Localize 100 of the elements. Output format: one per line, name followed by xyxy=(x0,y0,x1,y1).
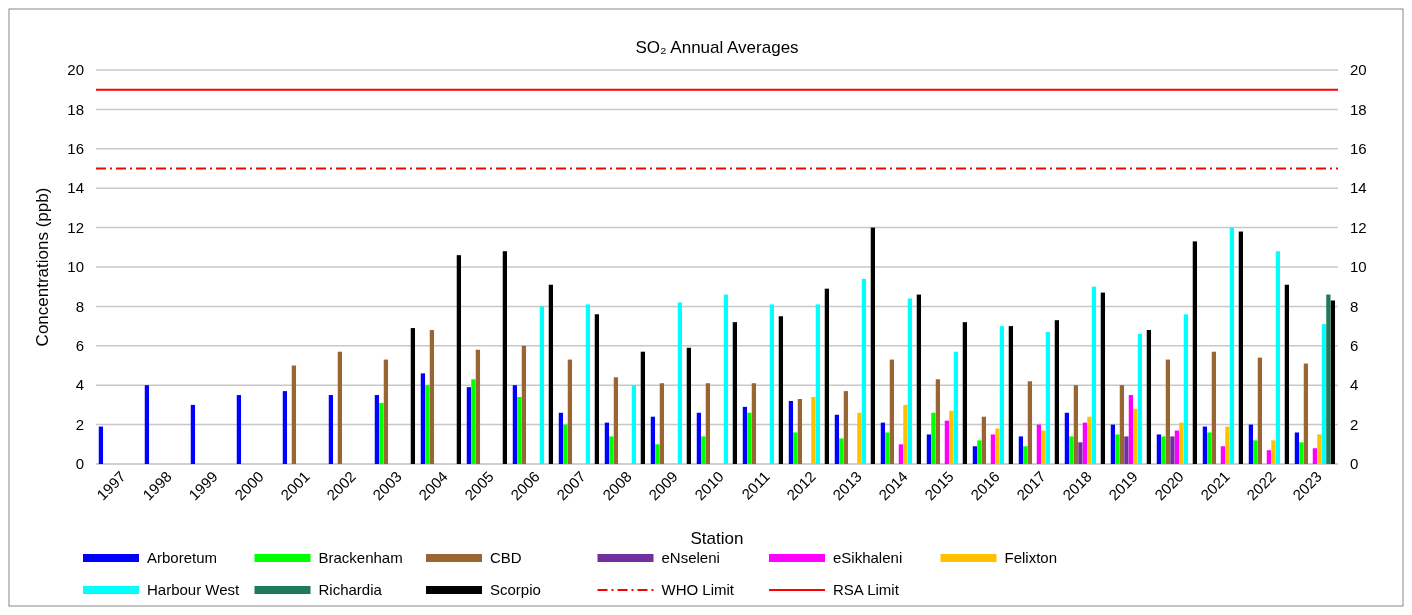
bar xyxy=(705,383,711,464)
y2-tick-label: 10 xyxy=(1350,258,1367,276)
bar xyxy=(585,304,591,464)
bar xyxy=(410,328,416,464)
bar xyxy=(701,436,706,464)
bar xyxy=(999,326,1005,464)
legend-label: Felixton xyxy=(1004,549,1058,567)
bar xyxy=(751,383,757,464)
bar xyxy=(328,395,334,464)
bar xyxy=(1091,286,1097,464)
bar xyxy=(291,365,297,464)
bar xyxy=(811,397,816,464)
bar xyxy=(1045,332,1051,464)
bar xyxy=(990,434,996,464)
y2-tick-label: 16 xyxy=(1350,140,1367,158)
legend-label: Brackenham xyxy=(318,549,403,567)
bar xyxy=(98,426,104,464)
bar xyxy=(594,314,600,464)
y-tick-label: 0 xyxy=(75,455,84,473)
bar xyxy=(815,304,821,464)
legend-label: RSA Limit xyxy=(833,581,900,599)
bar xyxy=(861,278,867,464)
bar xyxy=(686,347,692,464)
bar xyxy=(1220,446,1226,464)
bar xyxy=(797,398,803,464)
y2-tick-label: 0 xyxy=(1350,455,1359,473)
bar xyxy=(1326,294,1331,464)
y-tick-label: 8 xyxy=(75,297,84,315)
bar xyxy=(471,379,476,464)
bar xyxy=(456,255,462,464)
bar xyxy=(1119,385,1125,464)
y-tick-label: 2 xyxy=(75,415,84,433)
bar xyxy=(282,391,288,464)
legend-label: CBD xyxy=(490,549,522,567)
bar xyxy=(640,351,646,464)
bar xyxy=(1064,412,1070,464)
bar xyxy=(972,446,978,464)
bar xyxy=(1211,351,1217,464)
bar xyxy=(788,400,794,464)
bar xyxy=(793,432,798,464)
bar xyxy=(548,284,554,464)
bar xyxy=(935,379,941,464)
bar xyxy=(1146,330,1152,464)
bar xyxy=(824,288,830,464)
bar xyxy=(1036,424,1042,464)
bar xyxy=(1321,324,1327,464)
bar xyxy=(1073,385,1079,464)
bar xyxy=(466,387,472,464)
bar xyxy=(1115,434,1120,464)
bar xyxy=(723,294,729,464)
bar xyxy=(1294,432,1300,464)
legend-label: Richardia xyxy=(318,581,383,599)
legend-label: Arboretum xyxy=(147,549,218,567)
bar xyxy=(517,397,522,464)
bar xyxy=(843,391,849,464)
y-axis-title: Concentrations (ppb) xyxy=(33,187,52,347)
legend-label: WHO Limit xyxy=(661,581,735,599)
y2-tick-label: 4 xyxy=(1350,376,1359,394)
bar xyxy=(834,414,840,464)
y-tick-label: 10 xyxy=(67,258,84,276)
bar xyxy=(1284,284,1290,464)
bar xyxy=(383,359,389,464)
bar xyxy=(1238,231,1244,464)
legend-label: Scorpio xyxy=(490,581,541,599)
bar xyxy=(420,373,426,464)
y2-tick-label: 8 xyxy=(1350,297,1359,315)
y2-tick-label: 18 xyxy=(1350,100,1367,118)
y2-tick-label: 6 xyxy=(1350,337,1359,355)
bar xyxy=(995,428,1000,464)
x-axis-title: Station xyxy=(690,529,744,548)
bar xyxy=(1082,422,1088,464)
bar xyxy=(926,434,932,464)
bar xyxy=(604,422,610,464)
bar xyxy=(1165,359,1171,464)
bar xyxy=(677,302,683,464)
bar xyxy=(977,440,982,464)
bar xyxy=(742,406,748,464)
bar xyxy=(425,385,430,464)
bar xyxy=(1192,241,1198,464)
bar xyxy=(1225,426,1230,464)
bar xyxy=(747,412,752,464)
bar xyxy=(898,444,904,464)
bar xyxy=(631,385,637,464)
bar xyxy=(1253,440,1258,464)
bar xyxy=(1027,381,1033,464)
bar xyxy=(1271,440,1276,464)
chart-title: SO₂ Annual Averages xyxy=(635,38,799,57)
bar xyxy=(1299,442,1304,464)
bar xyxy=(944,420,950,464)
bar xyxy=(1041,430,1046,464)
bar xyxy=(931,412,936,464)
legend-label: eSikhaleni xyxy=(833,549,903,567)
y-tick-label: 16 xyxy=(67,140,84,158)
bar xyxy=(949,410,954,464)
bar xyxy=(650,416,656,464)
bar xyxy=(907,298,913,464)
bar xyxy=(558,412,564,464)
bar xyxy=(567,359,573,464)
bar xyxy=(981,416,987,464)
y2-tick-label: 14 xyxy=(1350,179,1367,197)
